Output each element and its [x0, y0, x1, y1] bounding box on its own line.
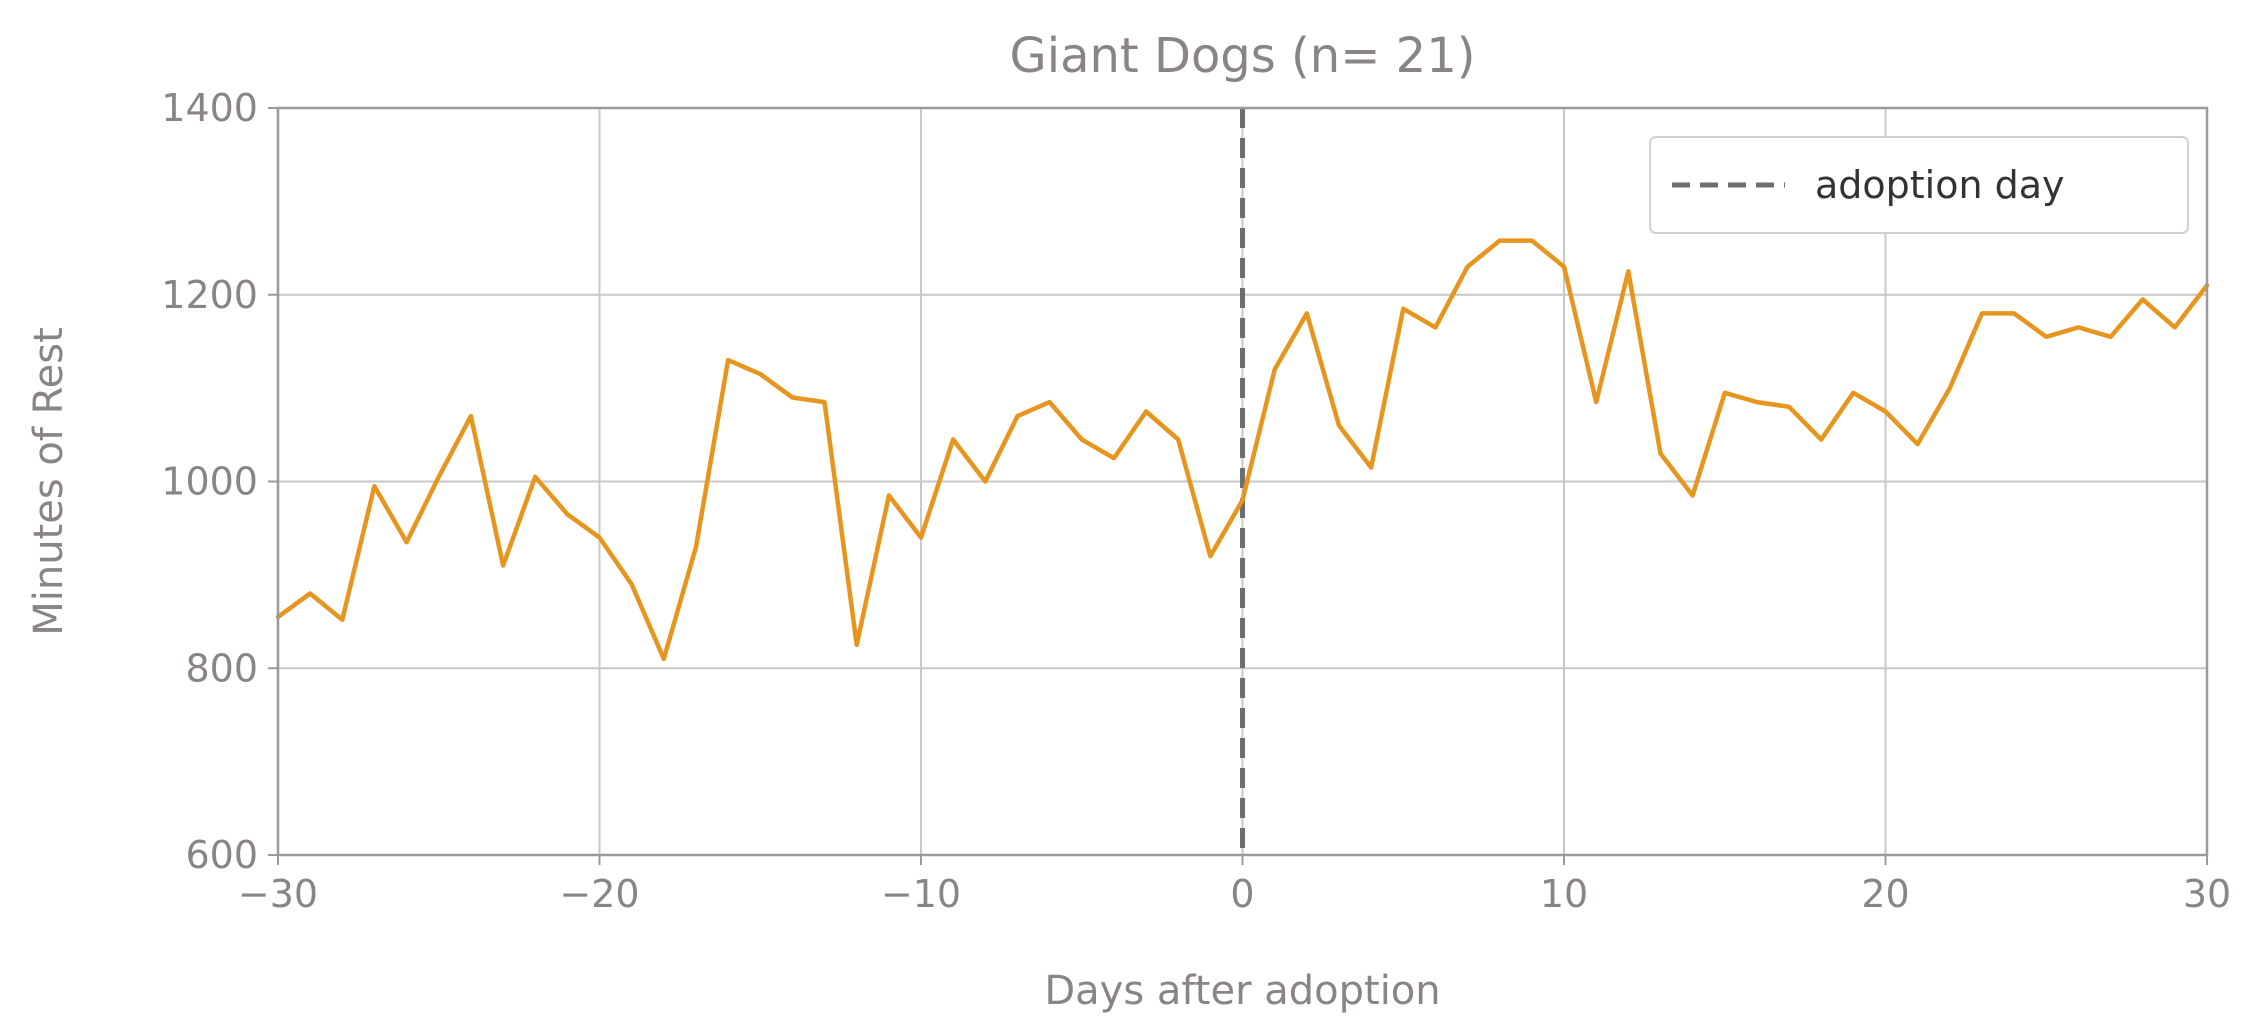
- legend-box: [1649, 136, 2189, 234]
- series-layer: [275, 238, 2210, 662]
- axis-ticks: −30 −20 −10 0 10 20 30 600 800 1000 1200 1400: [161, 86, 2231, 916]
- y-tick-label: 800: [185, 646, 258, 690]
- y-tick-label: 1000: [161, 460, 258, 504]
- legend-label-adoption-day: adoption day: [1815, 163, 2065, 207]
- x-tick-label: −30: [238, 872, 318, 916]
- legend: adoption day: [1649, 136, 2189, 234]
- series-line-0: [275, 238, 2210, 662]
- x-tick-label: 30: [2183, 872, 2231, 916]
- y-tick-label: 600: [185, 833, 258, 877]
- x-tick-label: −10: [881, 872, 961, 916]
- x-tick-label: 0: [1230, 872, 1254, 916]
- y-tick-label: 1400: [161, 86, 258, 130]
- x-tick-label: −20: [559, 872, 639, 916]
- y-tick-label: 1200: [161, 273, 258, 317]
- x-tick-label: 10: [1540, 872, 1588, 916]
- chart-title: Giant Dogs (n= 21): [1010, 28, 1476, 84]
- x-tick-label: 20: [1861, 872, 1909, 916]
- x-axis-title: Days after adoption: [1044, 968, 1440, 1014]
- y-axis-title: Minutes of Rest: [26, 327, 72, 636]
